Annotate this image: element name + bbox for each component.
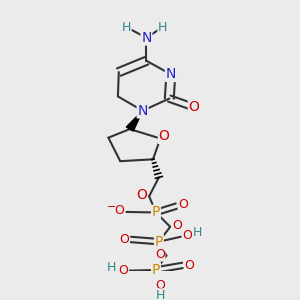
Text: O: O (182, 229, 192, 242)
Text: O: O (184, 259, 194, 272)
Polygon shape (126, 111, 142, 131)
Text: O: O (155, 279, 165, 292)
Text: O: O (158, 129, 169, 143)
Text: O: O (118, 264, 128, 277)
Text: O: O (119, 233, 129, 246)
Text: P: P (152, 206, 160, 220)
Text: O: O (172, 219, 182, 232)
Text: O: O (189, 100, 200, 114)
Text: O: O (155, 248, 165, 261)
Text: N: N (141, 31, 152, 45)
Text: P: P (152, 263, 160, 277)
Text: O: O (178, 198, 188, 211)
Text: H: H (107, 261, 116, 274)
Text: O: O (136, 188, 147, 202)
Text: H: H (158, 20, 167, 34)
Text: H: H (193, 226, 202, 239)
Text: −: − (107, 202, 116, 212)
Text: N: N (137, 104, 148, 118)
Text: H: H (122, 20, 131, 34)
Text: P: P (155, 235, 163, 249)
Text: H: H (156, 289, 165, 300)
Text: O: O (115, 204, 124, 217)
Text: N: N (166, 67, 176, 81)
